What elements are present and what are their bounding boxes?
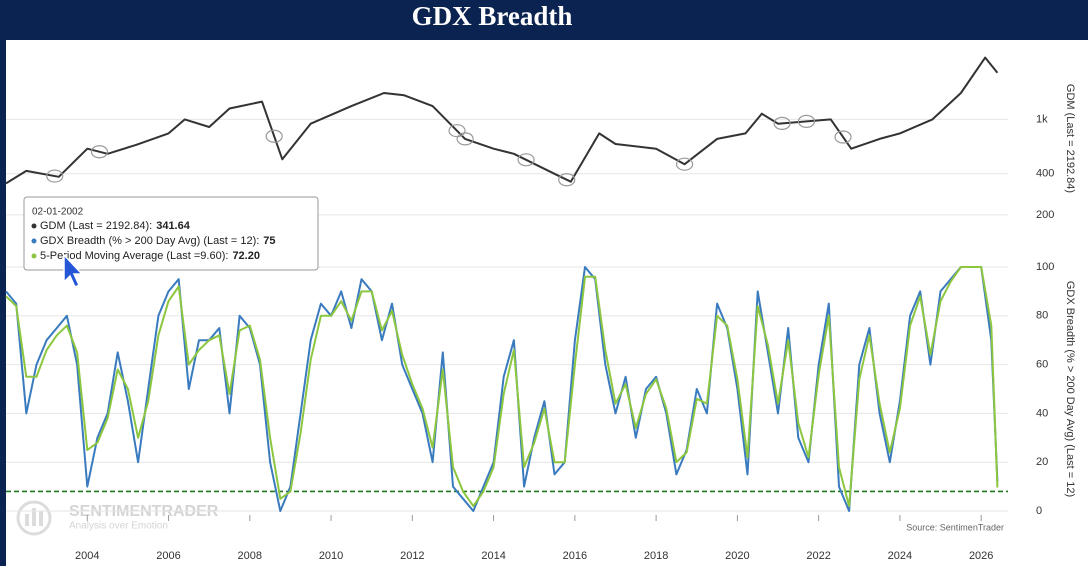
tooltip-value: 341.64 [156,220,191,232]
mouse-cursor [63,253,84,289]
series-line [5,266,999,508]
tooltip-bullet [31,223,37,229]
tooltip-row: GDM (Last = 2192.84): 341.64 [40,220,191,232]
signal-marker [46,169,64,183]
x-tick-label: 2026 [969,550,993,562]
chart-title: GDX Breadth [412,1,573,31]
tooltip-value: 72.20 [232,250,260,262]
x-tick-label: 2014 [481,550,505,562]
watermark-logo [25,514,29,526]
tooltip: 02-01-2002 GDM (Last = 2192.84): 341.64GD… [23,196,319,271]
y-tick-label: 400 [1036,168,1054,180]
tooltip-label: GDM (Last = 2192.84): [40,220,152,232]
y-tick-label: 100 [1036,261,1054,273]
banner [0,0,1088,40]
watermark-tagline: Analysis over Emotion [69,521,168,532]
watermark-logo [39,511,43,526]
tooltip-bullet [31,238,37,244]
y-tick-label: 1k [1036,113,1048,125]
y-axis-title: GDM (Last = 2192.84) [1064,84,1076,193]
signal-marker [675,157,694,171]
y-tick-label: 40 [1036,407,1048,419]
series-line [5,56,999,185]
watermark-logo [16,500,52,536]
tooltip-label: 5-Period Moving Average (Last =9.60): [40,250,228,262]
watermark-logo [32,508,36,526]
signal-marker [797,114,816,128]
y-tick-label: 80 [1036,310,1048,322]
plots: 200 400 1k GDM (Last = 2192.84) 0 20 40 60 80 100… [5,56,1076,562]
y-tick-label: 200 [1036,209,1054,221]
x-tick-label: 2010 [319,550,343,562]
tooltip-bullet [31,253,37,259]
y-axis-title: GDX Breadth (% > 200 Day Avg) (Last = 12… [1064,281,1076,497]
x-tick-label: 2004 [75,550,99,562]
signal-marker [90,145,109,159]
x-tick-label: 2016 [563,550,587,562]
chart-panel [6,40,1088,566]
tooltip-value: 75 [263,235,275,247]
signal-marker [517,153,535,167]
tooltip-row: 5-Period Moving Average (Last =9.60): 72.… [40,250,260,262]
tooltip-date: 02-01-2002 [32,207,84,218]
signal-marker [834,130,852,144]
x-tick-label: 2024 [888,550,912,562]
tooltip-label: GDX Breadth (% > 200 Day Avg) (Last = 12… [40,235,259,247]
x-tick-label: 2018 [644,550,668,562]
y-tick-label: 20 [1036,456,1048,468]
signal-marker [773,116,791,130]
watermark-name: SENTIMENTRADER [69,503,219,520]
signal-marker [265,129,283,143]
tooltip-row: GDX Breadth (% > 200 Day Avg) (Last = 12… [40,235,276,247]
x-tick-label: 2012 [400,550,424,562]
tooltip-box [23,196,319,271]
x-tick-label: 2020 [725,550,749,562]
x-tick-label: 2008 [238,550,262,562]
signal-marker [456,132,474,146]
x-tick-label: 2006 [156,550,180,562]
watermark: SENTIMENTRADER Analysis over Emotion [16,500,219,536]
y-tick-label: 60 [1036,359,1048,371]
y-tick-label: 0 [1036,505,1042,517]
source-note: Source: SentimenTrader [906,522,1004,532]
signal-marker [558,173,576,187]
x-tick-label: 2022 [806,550,830,562]
